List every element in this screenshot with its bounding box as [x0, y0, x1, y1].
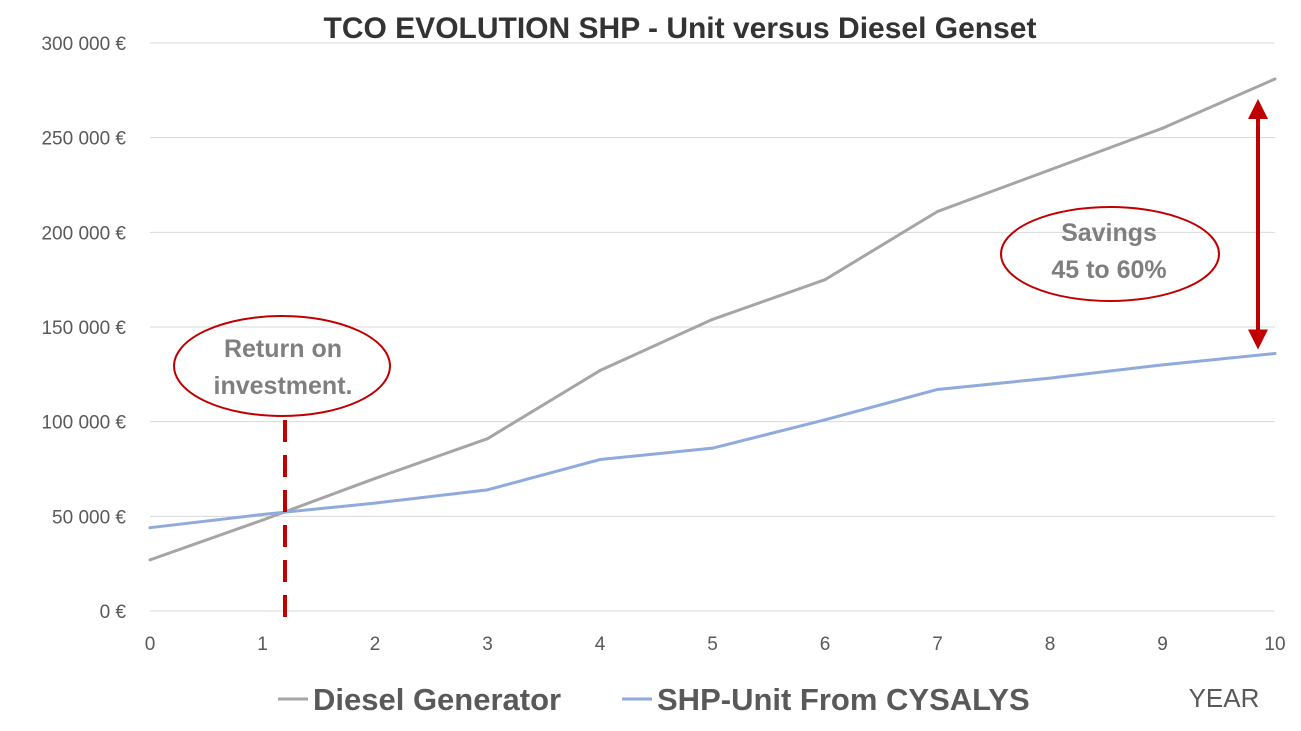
- grid: [150, 42, 1275, 612]
- data-point-diesel-generator: [823, 278, 827, 282]
- data-point-diesel-generator: [711, 317, 714, 321]
- data-point-shp-unit-from-cysalys: [148, 526, 152, 530]
- roi-label-line1: Return on: [224, 335, 342, 363]
- data-point-diesel-generator: [1273, 77, 1277, 81]
- x-tick-label: 2: [370, 634, 381, 655]
- x-tick-label: 6: [820, 634, 831, 655]
- x-tick-label: 1: [257, 634, 268, 655]
- annotations: Return on investment. Savings 45 to 60%: [173, 98, 1268, 626]
- x-tick-label: 8: [1045, 634, 1056, 655]
- data-point-shp-unit-from-cysalys: [1161, 363, 1164, 367]
- x-tick-label: 4: [595, 634, 606, 655]
- data-point-diesel-generator: [598, 369, 602, 373]
- y-axis-ticks: 0 € 50 000 € 100 000 € 150 000 € 200 000 € 25…: [41, 34, 126, 623]
- legend-label-diesel-generator: Diesel Generator: [313, 682, 561, 717]
- x-axis-label: YEAR: [1189, 683, 1260, 713]
- data-point-shp-unit-from-cysalys: [261, 512, 264, 516]
- data-point-diesel-generator: [1161, 126, 1164, 130]
- chart-title: TCO EVOLUTION SHP - Unit versus Diesel G…: [324, 12, 1037, 45]
- savings-ellipse: [1000, 206, 1220, 302]
- data-point-diesel-generator: [1048, 168, 1052, 172]
- data-point-diesel-generator: [936, 210, 939, 214]
- data-point-shp-unit-from-cysalys: [373, 501, 377, 505]
- y-tick-label: 0 €: [100, 602, 127, 623]
- y-tick-label: 100 000 €: [41, 413, 126, 434]
- data-point-shp-unit-from-cysalys: [711, 446, 714, 450]
- y-tick-label: 50 000 €: [52, 507, 126, 528]
- legend: Diesel Generator SHP-Unit From CYSALYS: [278, 682, 1030, 717]
- data-point-shp-unit-from-cysalys: [486, 488, 489, 492]
- x-tick-label: 7: [932, 634, 943, 655]
- series-lines: [148, 77, 1277, 562]
- savings-label-line2: 45 to 60%: [1051, 256, 1166, 284]
- data-point-shp-unit-from-cysalys: [1273, 352, 1277, 356]
- data-point-diesel-generator: [373, 476, 377, 480]
- x-tick-label: 3: [482, 634, 493, 655]
- x-tick-label: 0: [145, 634, 156, 655]
- data-point-shp-unit-from-cysalys: [1048, 376, 1052, 380]
- x-tick-label: 9: [1157, 634, 1168, 655]
- savings-label-line1: Savings: [1061, 219, 1157, 247]
- data-point-diesel-generator: [148, 558, 152, 562]
- y-tick-label: 150 000 €: [41, 318, 126, 339]
- y-tick-label: 300 000 €: [41, 34, 126, 55]
- legend-label-shp-unit: SHP-Unit From CYSALYS: [657, 682, 1030, 717]
- x-tick-label: 10: [1264, 634, 1285, 655]
- data-point-shp-unit-from-cysalys: [823, 418, 827, 422]
- x-tick-label: 5: [707, 634, 718, 655]
- data-point-diesel-generator: [261, 518, 264, 522]
- x-axis-ticks: 0 1 2 3 4 5 6 7 8 9 10: [145, 634, 1286, 655]
- data-point-diesel-generator: [486, 437, 489, 441]
- data-point-shp-unit-from-cysalys: [598, 458, 602, 462]
- roi-label-line2: investment.: [214, 372, 353, 400]
- y-tick-label: 200 000 €: [41, 223, 126, 244]
- roi-ellipse: [173, 315, 391, 417]
- data-point-shp-unit-from-cysalys: [936, 387, 939, 391]
- y-tick-label: 250 000 €: [41, 129, 126, 150]
